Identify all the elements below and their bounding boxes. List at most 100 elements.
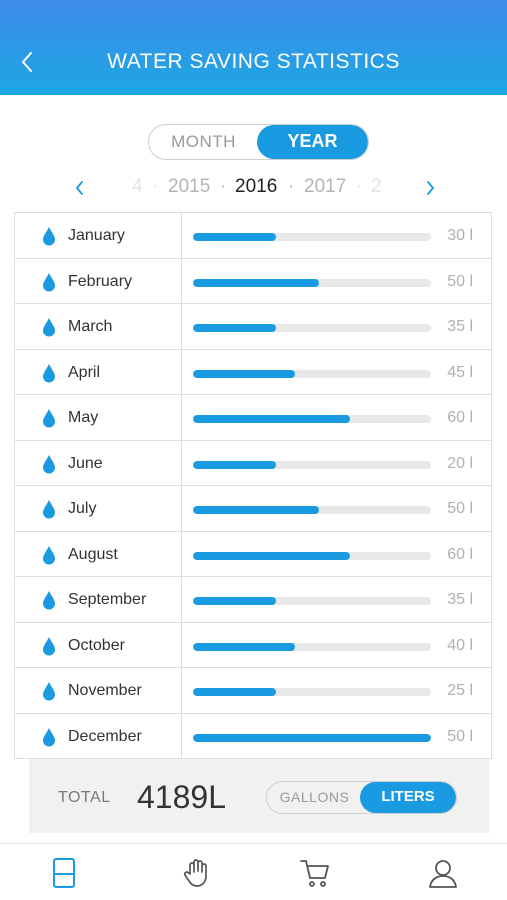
usage-bar — [193, 642, 431, 651]
table-row: November 25 l — [15, 668, 491, 714]
app-header: WATER SAVING STATISTICS — [0, 0, 507, 95]
usage-bar-fill — [193, 415, 351, 423]
table-row: January 30 l — [15, 213, 491, 259]
water-drop-icon — [43, 727, 55, 746]
year-separator: · — [152, 176, 159, 197]
usage-bar — [193, 688, 431, 696]
period-toggle[interactable]: MONTH YEAR — [148, 124, 369, 160]
table-row: October 40 l — [15, 622, 491, 668]
year-selector: 4 · 2015 · 2016 · 2017 · 2 — [0, 174, 507, 202]
chevron-left-icon — [76, 181, 83, 195]
water-drop-icon — [43, 682, 55, 701]
month-label: August — [68, 545, 118, 563]
usage-bar — [193, 233, 431, 241]
usage-bar-fill — [193, 733, 431, 742]
bottom-tab-bar — [0, 843, 507, 900]
month-cell: May — [15, 395, 182, 440]
usage-bar-fill — [193, 233, 277, 241]
chevron-left-icon — [22, 52, 32, 72]
month-cell: March — [15, 304, 182, 349]
usage-bar-fill — [193, 460, 277, 469]
month-label: June — [68, 454, 103, 472]
month-cell: September — [15, 577, 182, 622]
month-cell: November — [15, 668, 182, 713]
statistics-icon — [53, 858, 75, 888]
monthly-stats-table: January 30 l February 50 l March 35 l April 45 … — [14, 212, 492, 759]
usage-value: 40 l — [447, 636, 473, 654]
year-next[interactable]: 2017 — [304, 176, 347, 197]
year-option[interactable]: YEAR — [257, 125, 368, 159]
usage-bar — [193, 551, 431, 560]
total-value: 4189L — [137, 779, 226, 815]
usage-bar-fill — [193, 642, 296, 651]
usage-value: 60 l — [447, 409, 473, 426]
table-row: April 45 l — [15, 349, 491, 395]
usage-bar — [193, 733, 431, 742]
water-drop-icon — [43, 363, 55, 382]
water-drop-icon — [43, 318, 55, 337]
tab-profile[interactable] — [413, 844, 473, 900]
usage-bar-fill — [193, 506, 320, 514]
table-row: December 50 l — [15, 713, 491, 759]
table-row: September 35 l — [15, 577, 491, 623]
water-drop-icon — [43, 272, 55, 291]
usage-value: 45 l — [447, 363, 473, 381]
usage-bar-fill — [193, 278, 320, 287]
prev-year-button[interactable] — [70, 176, 90, 200]
liters-option[interactable]: LITERS — [360, 782, 456, 813]
profile-icon — [429, 860, 457, 888]
year-separator: · — [356, 176, 363, 197]
month-cell: June — [15, 440, 182, 485]
month-option[interactable]: MONTH — [171, 132, 236, 151]
chevron-right-icon — [427, 181, 434, 195]
usage-bar-fill — [193, 551, 351, 560]
month-cell: October — [15, 622, 182, 667]
month-label: January — [68, 227, 125, 244]
usage-value: 50 l — [447, 727, 473, 745]
year-far-left[interactable]: 4 — [132, 176, 143, 197]
month-label: May — [68, 409, 99, 426]
total-summary: TOTAL 4189L GALLONS LITERS — [29, 759, 489, 833]
table-row: February 50 l — [15, 258, 491, 304]
unit-toggle[interactable]: GALLONS LITERS — [266, 781, 457, 814]
usage-bar-fill — [193, 688, 277, 696]
water-drop-icon — [43, 636, 55, 655]
year-prev[interactable]: 2015 — [168, 176, 211, 197]
tab-cart[interactable] — [285, 844, 345, 900]
water-drop-icon — [43, 454, 55, 473]
year-far-right[interactable]: 2 — [371, 176, 382, 197]
year-separator: · — [288, 176, 295, 197]
table-row: July 50 l — [15, 486, 491, 532]
usage-value: 50 l — [447, 500, 473, 517]
month-label: March — [68, 318, 113, 335]
usage-value: 25 l — [447, 682, 473, 699]
tab-hand[interactable] — [167, 844, 227, 900]
next-year-button[interactable] — [420, 176, 440, 200]
usage-bar-fill — [193, 369, 296, 378]
usage-bar-fill — [193, 597, 277, 605]
hand-icon — [183, 859, 207, 887]
usage-value: 35 l — [447, 318, 473, 335]
usage-bar — [193, 597, 431, 605]
usage-value: 50 l — [447, 272, 473, 290]
table-row: March 35 l — [15, 304, 491, 350]
water-drop-icon — [43, 545, 55, 564]
usage-bar — [193, 506, 431, 514]
cart-icon — [300, 860, 329, 887]
month-cell: December — [15, 713, 182, 758]
month-label: February — [68, 272, 133, 290]
back-button[interactable] — [14, 48, 42, 76]
usage-value: 35 l — [447, 591, 473, 608]
month-label: October — [68, 636, 125, 654]
gallons-option[interactable]: GALLONS — [279, 789, 350, 805]
year-selected[interactable]: 2016 — [235, 176, 278, 197]
tab-statistics[interactable] — [34, 844, 94, 900]
usage-value: 30 l — [447, 227, 473, 244]
water-drop-icon — [43, 409, 55, 428]
month-label: December — [68, 727, 142, 745]
table-row: May 60 l — [15, 395, 491, 441]
usage-bar — [193, 415, 431, 423]
year-strip: 4 · 2015 · 2016 · 2017 · 2 — [130, 174, 382, 202]
usage-bar — [193, 278, 431, 287]
usage-value: 20 l — [447, 454, 473, 472]
